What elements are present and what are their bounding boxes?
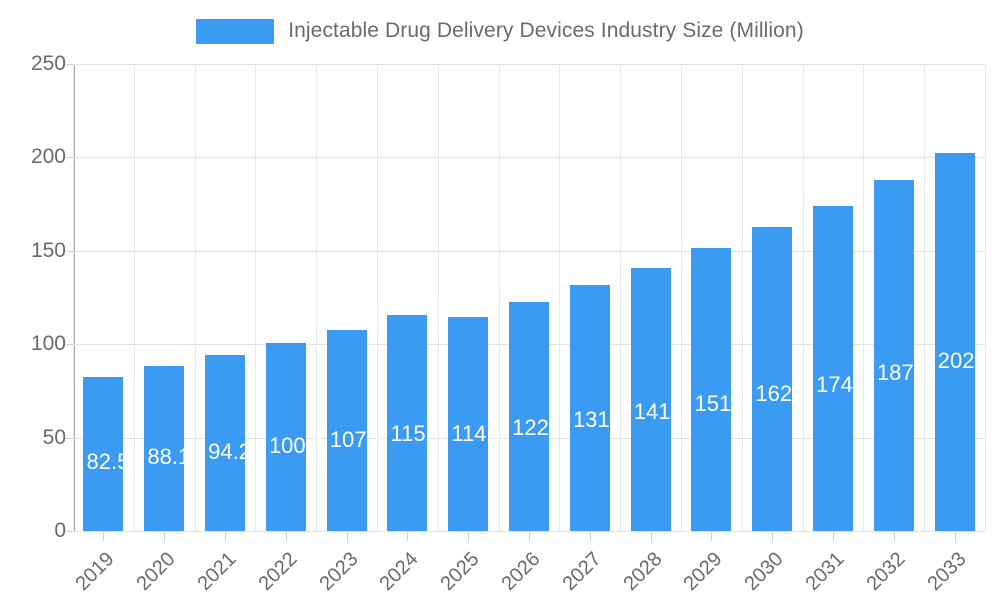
y-axis-tick-label: 0 — [54, 519, 66, 542]
y-axis-tick-mark — [66, 64, 74, 65]
gridline-vertical — [377, 64, 378, 531]
x-axis-tick-mark — [711, 532, 713, 541]
gridline-vertical — [73, 64, 74, 531]
gridline-vertical — [316, 64, 317, 531]
bar[interactable] — [144, 366, 185, 531]
legend-color-swatch[interactable] — [196, 18, 275, 44]
gridline-vertical — [985, 64, 986, 531]
bar[interactable] — [265, 342, 306, 531]
y-axis-tick-label: 150 — [30, 238, 66, 262]
plot-area: 82.5 88.1 94.2 100.8 107.8 115.4 114.8 122.8 131… — [73, 64, 993, 532]
x-axis-tick-mark — [164, 532, 166, 541]
x-axis-tick-mark — [772, 532, 774, 541]
y-axis-tick-mark — [66, 157, 74, 159]
gridline-vertical — [438, 64, 439, 531]
bar[interactable] — [448, 316, 489, 531]
gridline-vertical — [620, 64, 621, 531]
x-axis-tick-label: 2027 — [558, 548, 606, 596]
x-axis-tick-label: 2023 — [315, 548, 363, 596]
bar[interactable] — [934, 153, 975, 531]
bar[interactable] — [569, 285, 610, 531]
gridline-vertical — [742, 64, 743, 531]
y-axis-tick-mark — [66, 344, 74, 346]
x-axis-tick-label: 2024 — [375, 548, 423, 596]
bar[interactable] — [873, 180, 914, 531]
x-axis-tick-mark — [893, 532, 895, 541]
x-axis-tick-mark — [407, 532, 409, 541]
legend-label: Injectable Drug Delivery Devices Industr… — [288, 19, 804, 42]
y-axis-tick-mark — [66, 531, 74, 532]
gridline-vertical — [195, 64, 196, 531]
y-axis-tick-mark — [66, 250, 74, 252]
x-axis-tick-mark — [650, 532, 652, 541]
gridline-horizontal — [73, 64, 985, 65]
x-axis-tick-mark — [103, 532, 105, 541]
gridline-horizontal — [73, 250, 985, 252]
x-axis-tick-label: 2026 — [497, 548, 545, 596]
x-axis-tick-mark — [954, 532, 956, 541]
chart-legend: Injectable Drug Delivery Devices Industr… — [0, 14, 1000, 48]
x-axis-tick-label: 2028 — [619, 548, 667, 596]
y-axis-tick-label: 250 — [30, 52, 66, 75]
gridline-vertical — [863, 64, 864, 531]
x-axis-tick-label: 2029 — [679, 548, 727, 596]
bar[interactable] — [387, 315, 428, 531]
y-axis-tick-mark — [66, 437, 74, 439]
x-axis-tick-label: 2032 — [862, 548, 910, 596]
x-axis-tick-label: 2022 — [254, 548, 302, 596]
bar[interactable] — [812, 205, 854, 531]
bar[interactable] — [630, 267, 671, 531]
bar[interactable] — [752, 227, 793, 531]
bar[interactable] — [691, 248, 732, 531]
y-axis-tick-label: 50 — [42, 425, 66, 449]
y-axis: 0 50 100 150 200 250 — [0, 0, 74, 600]
x-axis-tick-label: 2033 — [923, 548, 971, 596]
gridline-vertical — [681, 64, 682, 531]
x-axis-tick-label: 2021 — [193, 548, 241, 596]
gridline-vertical — [924, 64, 925, 531]
gridline-vertical — [803, 64, 804, 531]
bar[interactable] — [508, 301, 550, 531]
bar[interactable] — [83, 376, 124, 531]
gridline-vertical — [499, 64, 500, 531]
x-axis-tick-mark — [529, 532, 530, 541]
x-axis-tick-label: 2031 — [801, 548, 849, 596]
gridline-vertical — [559, 64, 560, 531]
gridline-vertical — [255, 64, 256, 531]
y-axis-tick-label: 100 — [30, 332, 66, 356]
bar[interactable] — [326, 329, 367, 531]
gridline-horizontal — [73, 531, 985, 532]
x-axis-tick-mark — [589, 532, 591, 541]
gridline-vertical — [134, 64, 135, 531]
x-axis-tick-mark — [833, 532, 834, 541]
x-axis-tick-label: 2030 — [740, 548, 788, 596]
gridline-horizontal — [73, 157, 985, 159]
x-axis-tick-mark — [468, 532, 470, 541]
x-axis-tick-label: 2025 — [436, 548, 484, 596]
y-axis-tick-label: 200 — [30, 145, 66, 169]
x-axis-tick-label: 2020 — [132, 548, 180, 596]
x-axis-tick-label: 2019 — [71, 548, 119, 596]
x-axis-tick-mark — [225, 532, 226, 541]
y-axis-line — [73, 64, 75, 532]
x-axis-tick-mark — [346, 532, 348, 541]
x-axis-tick-mark — [285, 532, 287, 541]
bar[interactable] — [204, 355, 246, 531]
